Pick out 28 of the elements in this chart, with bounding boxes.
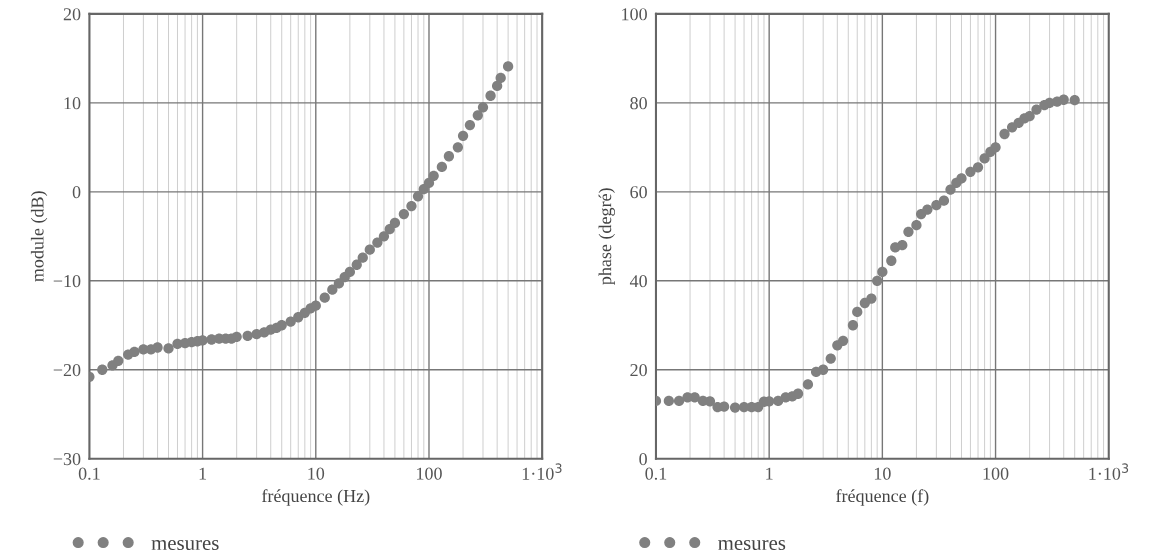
x-tick-label: 100 bbox=[417, 467, 442, 480]
y-tick-label: −20 bbox=[53, 364, 81, 377]
y-tick-label: 60 bbox=[630, 186, 647, 199]
x-tick-label: 1·10$^{3}$ bbox=[522, 463, 562, 480]
y-tick-label: 40 bbox=[629, 275, 647, 288]
x-tick-label: 1 bbox=[199, 467, 207, 480]
x-tick-label: 10 bbox=[874, 467, 891, 480]
y-tick-label: 0 bbox=[639, 452, 647, 466]
y-tick-label: 20 bbox=[630, 364, 647, 377]
x-axis-title: fréquence (Hz) bbox=[261, 489, 370, 506]
y-tick-label: 0 bbox=[72, 186, 81, 199]
y-tick-label: 80 bbox=[630, 97, 647, 110]
x-tick-label: 0.1 bbox=[78, 467, 100, 480]
y-tick-label: 100 bbox=[622, 8, 647, 21]
x-tick-label: 1 bbox=[766, 467, 773, 480]
legend-label: mesures bbox=[718, 540, 786, 551]
y-tick-label: −30 bbox=[53, 452, 81, 466]
y-axis-title: phase (degré) bbox=[598, 188, 615, 285]
x-tick-label: 1·10$^{3}$ bbox=[1089, 463, 1129, 480]
y-tick-label: 20 bbox=[63, 8, 81, 21]
x-axis-title: fréquence (f) bbox=[836, 489, 929, 506]
y-tick-label: −10 bbox=[53, 275, 81, 288]
x-tick-label: 0.1 bbox=[645, 467, 667, 480]
x-tick-label: 100 bbox=[983, 467, 1009, 480]
y-tick-label: 10 bbox=[64, 97, 81, 110]
y-axis-title: module (dB) bbox=[30, 191, 48, 282]
legend-label: mesures bbox=[151, 540, 219, 551]
x-tick-label: 10 bbox=[308, 467, 325, 480]
